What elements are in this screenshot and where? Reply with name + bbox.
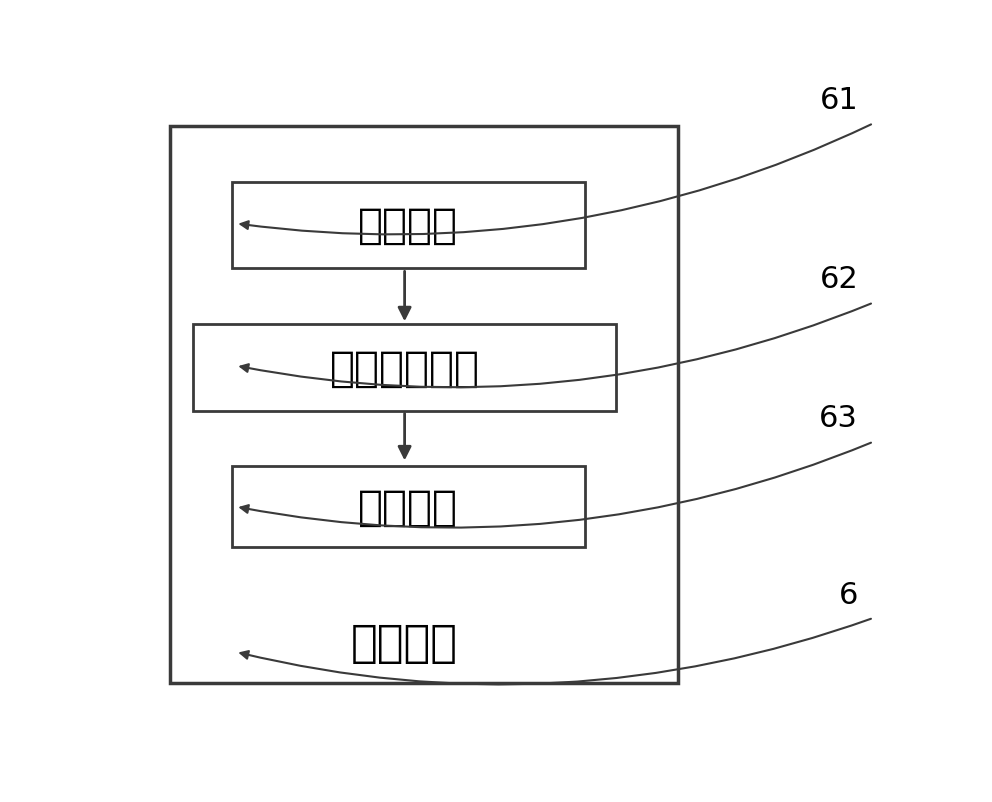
Text: 63: 63 xyxy=(819,404,858,433)
Text: 选择模块: 选择模块 xyxy=(351,622,458,664)
Text: 61: 61 xyxy=(819,86,858,115)
Bar xyxy=(231,467,585,547)
Bar xyxy=(171,127,678,683)
Text: 确认模块: 确认模块 xyxy=(358,486,458,528)
Text: 62: 62 xyxy=(819,265,858,294)
Bar xyxy=(193,325,616,411)
Bar xyxy=(231,183,585,269)
Text: 触摸模块: 触摸模块 xyxy=(358,205,458,247)
Text: 信息识别模块: 信息识别模块 xyxy=(329,347,479,389)
Text: 6: 6 xyxy=(839,580,858,609)
